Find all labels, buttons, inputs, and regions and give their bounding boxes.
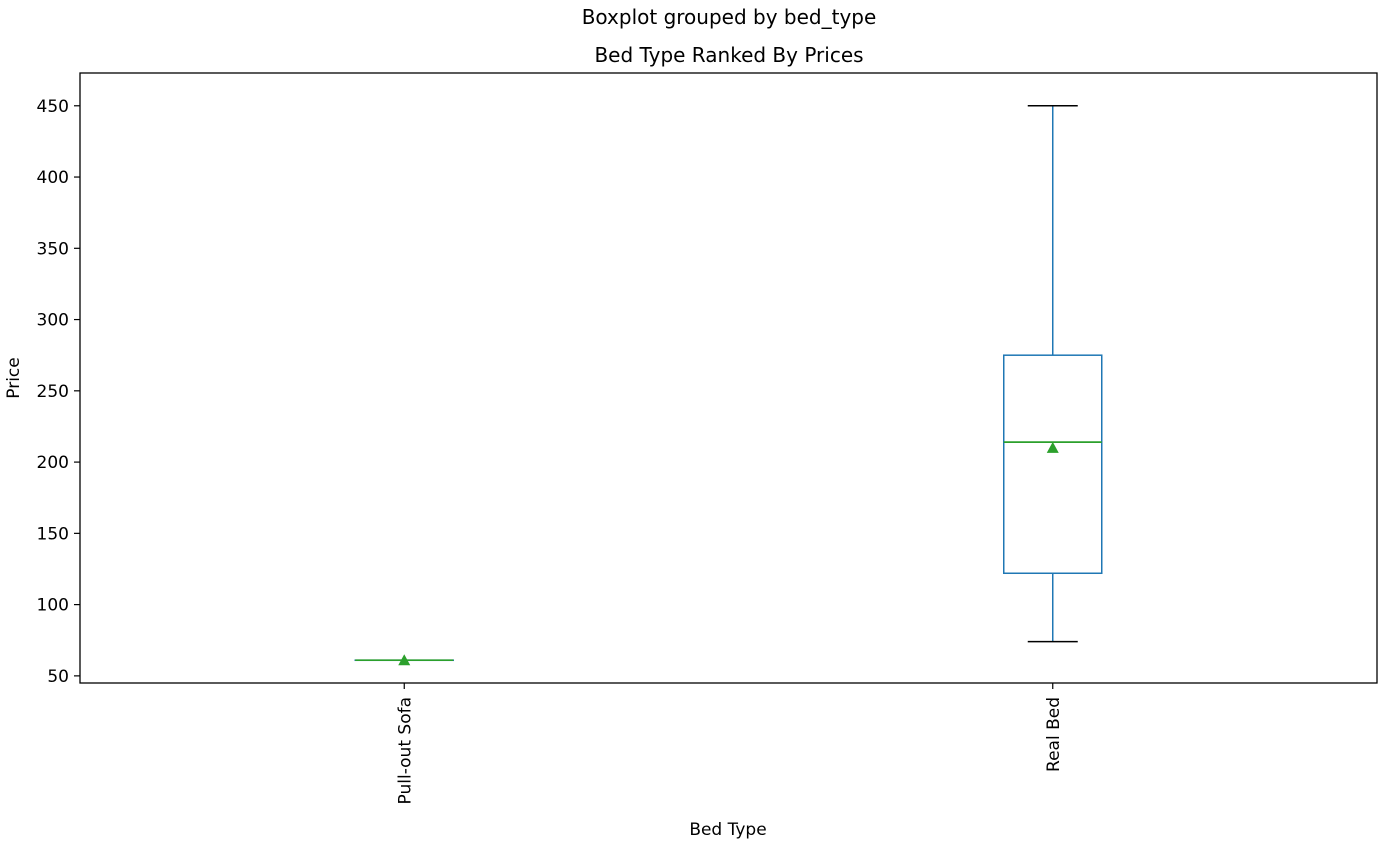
y-tick-label: 150 xyxy=(37,524,69,544)
chart-suptitle: Boxplot grouped by bed_type xyxy=(582,5,877,29)
plot-area: 50 100 150 200 250 300 350 400 450 Pull-out Sofa R… xyxy=(37,97,1103,804)
mean-marker xyxy=(398,654,411,666)
axes-frame xyxy=(79,72,1378,684)
chart-title: Bed Type Ranked By Prices xyxy=(594,43,863,67)
y-tick-label: 250 xyxy=(37,382,69,402)
y-tick-label: 350 xyxy=(37,239,69,259)
y-tick-label: 300 xyxy=(37,311,69,331)
mean-marker xyxy=(1046,441,1059,453)
x-tick-label: Real Bed xyxy=(1044,697,1064,772)
x-axis-label: Bed Type xyxy=(689,820,766,840)
x-tick-label: Pull-out Sofa xyxy=(395,697,415,804)
y-tick-label: 400 xyxy=(37,168,69,188)
iqr-box xyxy=(1003,354,1103,575)
y-tick-label: 100 xyxy=(37,596,69,616)
y-tick-label: 450 xyxy=(37,97,69,117)
y-axis-label: Price xyxy=(4,357,24,398)
y-tick-label: 200 xyxy=(37,453,69,473)
y-tick-label: 50 xyxy=(47,667,69,687)
